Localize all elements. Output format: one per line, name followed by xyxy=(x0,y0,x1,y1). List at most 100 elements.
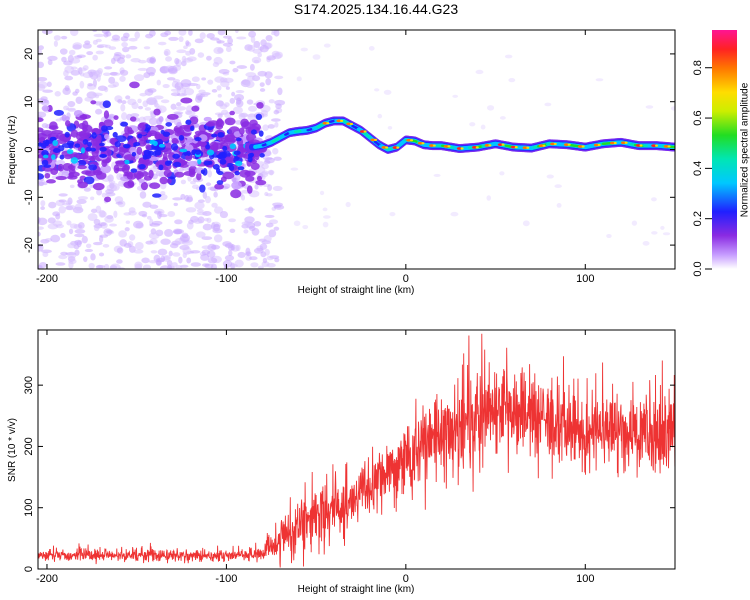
spectral-blob xyxy=(67,242,76,249)
x-tick-label: -100 xyxy=(215,573,237,585)
spectral-blob xyxy=(263,160,271,165)
spectral-blob xyxy=(68,171,80,178)
spectral-blob xyxy=(211,89,218,93)
spectral-blob xyxy=(44,172,51,179)
spectral-blob xyxy=(211,202,218,208)
spectral-blob xyxy=(58,254,68,260)
spectral-blob xyxy=(149,30,156,37)
spectral-blob xyxy=(53,109,65,116)
spectral-blob xyxy=(538,144,544,148)
spectral-blob xyxy=(429,144,435,147)
spectral-blob xyxy=(152,193,162,198)
spectral-blob xyxy=(51,154,56,160)
spectral-blob xyxy=(159,265,171,269)
spectral-blob xyxy=(125,95,131,100)
spectral-blob xyxy=(104,196,112,203)
spectral-blob xyxy=(199,184,206,193)
spectral-blob xyxy=(229,110,235,116)
spectral-blob xyxy=(113,164,120,174)
spectral-blob xyxy=(88,164,98,171)
spectral-blob xyxy=(185,153,193,162)
spectral-blob xyxy=(213,46,224,55)
spectral-blob xyxy=(244,170,256,177)
spectral-blob xyxy=(206,55,212,61)
spectral-blob xyxy=(250,262,259,268)
spectral-blob xyxy=(137,105,144,110)
spectral-blob xyxy=(67,165,74,170)
snr-frame xyxy=(37,329,676,570)
spectral-blob xyxy=(66,204,77,211)
spectral-blob xyxy=(212,142,223,150)
spectral-blob xyxy=(508,78,516,83)
spectral-blob xyxy=(236,36,247,40)
spectral-blob xyxy=(195,231,206,238)
spectral-blob xyxy=(217,93,222,98)
spectral-blob xyxy=(110,57,116,65)
y-tick-label: 200 xyxy=(23,437,35,455)
spectral-blob xyxy=(50,234,61,243)
spectral-blob xyxy=(456,147,462,150)
spectral-blob xyxy=(499,116,506,120)
spectral-blob xyxy=(217,131,225,138)
spectral-blob xyxy=(149,139,156,145)
spectral-blob xyxy=(155,170,166,177)
spectral-blob xyxy=(142,100,149,108)
spectral-blob xyxy=(204,195,211,204)
spectral-blob xyxy=(609,141,616,145)
spectral-blob xyxy=(312,54,321,60)
spectral-blob xyxy=(48,201,57,209)
spectral-blob xyxy=(133,249,144,254)
spectral-blob xyxy=(41,150,49,157)
spectral-blob xyxy=(114,196,124,203)
spectral-blob xyxy=(46,81,52,87)
spectral-blob xyxy=(486,195,492,201)
spectral-blob xyxy=(185,207,197,213)
spectral-blob xyxy=(179,148,188,153)
spectral-blob xyxy=(137,133,143,139)
spectral-blob xyxy=(158,164,164,171)
snr-y-label: SNR (10 * v/v) xyxy=(7,418,18,482)
spectral-blob xyxy=(261,170,269,175)
spectral-blob xyxy=(147,130,158,137)
spectral-blob xyxy=(128,45,138,50)
spectral-blob xyxy=(40,99,50,106)
spectral-blob xyxy=(119,75,126,82)
spectral-blob xyxy=(554,184,562,189)
spectral-blob xyxy=(350,122,354,125)
spectral-blob xyxy=(189,250,201,254)
spectral-blob xyxy=(471,145,478,149)
snr-x-ticks: -200 -100 0 100 xyxy=(36,330,594,585)
spectral-blob xyxy=(104,86,109,93)
spectral-blob xyxy=(274,257,280,263)
spectral-blob xyxy=(110,263,121,269)
spectral-blob xyxy=(41,122,49,129)
spectral-blob xyxy=(154,149,162,156)
spectral-blob xyxy=(235,90,245,94)
spectral-blob xyxy=(178,36,184,43)
spectral-blob xyxy=(83,256,88,263)
y-tick-label: -10 xyxy=(23,189,35,205)
spectral-blob xyxy=(84,248,93,253)
spectral-blob xyxy=(97,222,107,227)
spectral-blob xyxy=(90,196,95,201)
spectral-blob xyxy=(190,180,197,185)
spectral-blob xyxy=(206,149,215,156)
spectral-blob xyxy=(65,200,72,206)
spectral-blob xyxy=(72,42,83,49)
spectral-blob xyxy=(229,60,236,65)
spectral-blob xyxy=(172,153,180,159)
spectral-blob xyxy=(663,145,669,148)
spectral-blob xyxy=(125,54,132,59)
spectral-blob xyxy=(64,116,70,122)
spectral-blob xyxy=(163,256,171,262)
spectral-blob xyxy=(120,36,129,42)
spectral-blob xyxy=(162,147,172,155)
spectral-blob xyxy=(374,88,380,92)
spectral-blob xyxy=(514,146,518,149)
spectral-blob xyxy=(359,130,366,133)
spectral-blob xyxy=(270,118,281,122)
spectral-blob xyxy=(38,77,48,82)
spectral-blob xyxy=(231,177,237,183)
